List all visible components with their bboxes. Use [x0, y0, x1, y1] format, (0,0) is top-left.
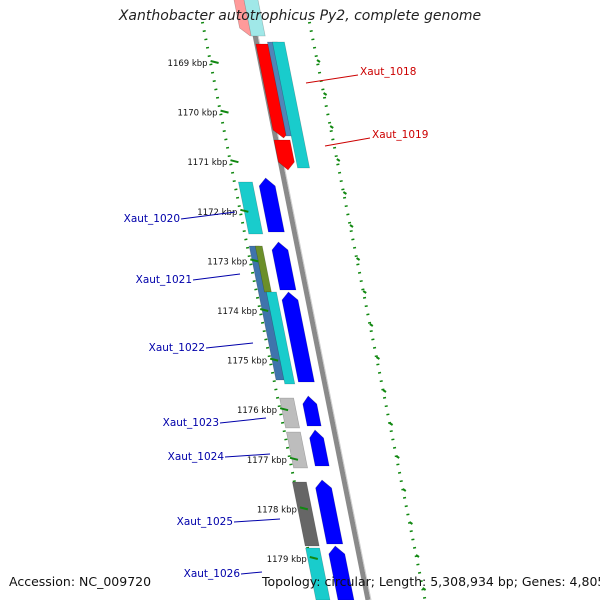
- reverse-cds-arrow: [315, 479, 344, 545]
- tick-label: 1173 kbp: [207, 257, 247, 267]
- tick-label: 1178 kbp: [257, 505, 297, 515]
- tick-mark: [309, 556, 319, 560]
- map-title: Xanthobacter autotrophicus Py2, complete…: [118, 8, 482, 24]
- cyan-feature: [243, 0, 266, 37]
- tick-label: 1174 kbp: [217, 307, 257, 317]
- right-dash-mark: [402, 488, 407, 492]
- gene-label: Xaut_1024: [168, 451, 225, 463]
- right-dash-mark: [375, 356, 380, 360]
- gene-label: Xaut_1021: [136, 274, 192, 286]
- tick-mark: [250, 258, 259, 263]
- right-dash-mark: [336, 158, 341, 162]
- gene-label-leader: [205, 342, 254, 349]
- right-dash-mark: [408, 521, 413, 525]
- gene-label: Xaut_1020: [124, 213, 180, 225]
- accession-text: Accession: NC_009720: [9, 574, 152, 589]
- grey-feature: [279, 397, 300, 429]
- right-dash-mark: [382, 389, 387, 393]
- gene-label: Xaut_1023: [163, 417, 219, 429]
- tick-label: 1176 kbp: [237, 406, 277, 416]
- tick-label: 1171 kbp: [187, 158, 227, 168]
- gene-label-leader: [305, 74, 359, 84]
- tick-mark: [289, 456, 299, 461]
- gene-label-leader: [240, 571, 263, 575]
- gene-label-leader: [324, 137, 371, 147]
- gene-label-leader: [224, 453, 271, 458]
- gene-label: Xaut_1018: [360, 66, 416, 78]
- tick-label: 1172 kbp: [197, 208, 237, 218]
- reverse-cds-arrow: [258, 177, 285, 233]
- coordinate-ticks: 1169 kbp 1170 kbp 1171 kbp 1172 kbp 1173 kbp…: [168, 59, 319, 565]
- reverse-cds-arrow: [309, 429, 330, 467]
- gene-label: Xaut_1022: [149, 342, 205, 354]
- tick-label: 1175 kbp: [227, 357, 267, 367]
- tick-mark: [269, 357, 279, 362]
- cyan-feature: [272, 41, 310, 169]
- reverse-cds-arrow: [328, 545, 355, 601]
- right-dash-mark: [362, 290, 367, 294]
- cyan-feature: [266, 291, 296, 385]
- right-dash-mark: [323, 92, 328, 96]
- gene-label-leader: [180, 211, 236, 220]
- gene-label-leader: [219, 417, 267, 424]
- gene-label: Xaut_1019: [372, 129, 428, 141]
- right-dash-mark: [369, 323, 374, 327]
- gene-features: [233, 0, 355, 601]
- reverse-cds-arrow: [281, 291, 315, 383]
- gene-label: Xaut_1026: [184, 568, 241, 580]
- right-dash-mark: [342, 191, 347, 195]
- gene-labels: Xaut_1018 Xaut_1019 Xaut_1020 Xaut_1021 Xaut…: [124, 66, 429, 580]
- tick-mark: [279, 407, 289, 412]
- cyan-feature: [238, 181, 264, 235]
- reverse-cds-arrow: [271, 241, 297, 291]
- gene-label-leader: [192, 273, 241, 281]
- forward-cds-arrow: [273, 139, 295, 171]
- right-dash-mark: [356, 257, 361, 261]
- grey-feature: [286, 431, 308, 469]
- tick-label: 1170 kbp: [177, 109, 217, 119]
- tick-mark: [240, 208, 249, 213]
- reverse-cds-arrow: [302, 395, 322, 427]
- tick-label: 1177 kbp: [247, 456, 287, 466]
- darkgrey-feature: [292, 481, 320, 547]
- tick-label: 1169 kbp: [168, 59, 208, 69]
- right-dash-mark: [395, 455, 400, 459]
- tick-mark: [210, 60, 219, 64]
- right-dash-mark: [422, 587, 427, 591]
- gene-label: Xaut_1025: [177, 516, 233, 528]
- tick-mark: [220, 109, 229, 114]
- tick-mark: [299, 506, 309, 511]
- right-dash-mark: [349, 224, 354, 228]
- tick-mark: [230, 159, 239, 164]
- right-dash-mark: [415, 554, 420, 558]
- genome-summary-text: Topology: circular; Length: 5,308,934 bp…: [262, 574, 600, 589]
- right-dash-mark: [389, 422, 394, 426]
- gc-skew-dots: [200, 21, 427, 601]
- right-dash-mark: [329, 125, 334, 129]
- tick-mark: [259, 308, 269, 312]
- right-dash-mark: [316, 59, 321, 63]
- gene-label-leader: [233, 518, 281, 523]
- tick-label: 1179 kbp: [267, 555, 307, 565]
